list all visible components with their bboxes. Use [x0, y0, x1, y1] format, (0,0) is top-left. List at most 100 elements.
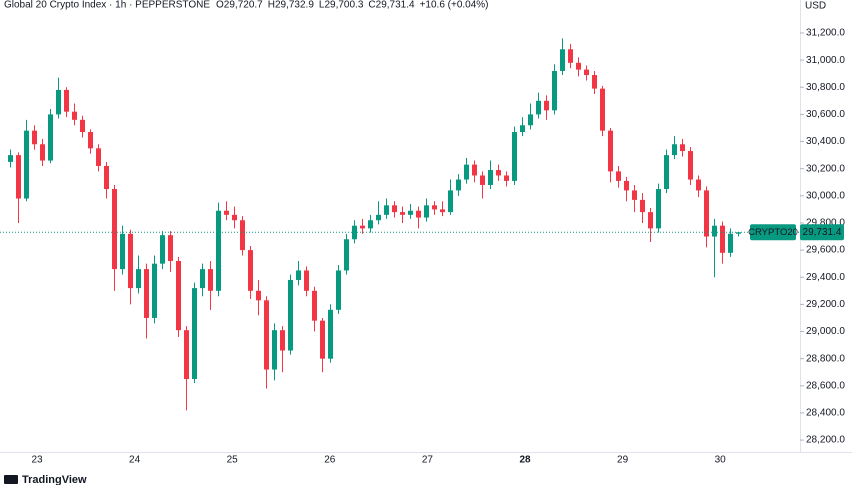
- price-axis: 28,200.0 28,400.0 28,600.0 28,800.0 29,000.0…: [800, 28, 845, 446]
- x-tick-label: 25: [227, 455, 239, 466]
- candle-body: [608, 130, 613, 172]
- candle-body: [8, 155, 13, 162]
- brand: TradingView: [22, 474, 87, 485]
- candles: [8, 38, 741, 411]
- candle-body: [160, 235, 165, 264]
- y-tick-label: 28,400.0: [806, 408, 845, 419]
- candle-body: [552, 70, 557, 111]
- candle-body: [712, 225, 717, 237]
- candle-body: [120, 233, 125, 270]
- candle-body: [536, 100, 541, 115]
- time-axis: 23 24 25 26 27 28 29 30: [31, 455, 726, 466]
- candle-body: [392, 205, 397, 213]
- candle-body: [496, 170, 501, 176]
- candle-body: [624, 180, 629, 191]
- legend-key: L: [319, 0, 325, 11]
- candle-body: [288, 279, 293, 351]
- candle-body: [432, 205, 437, 210]
- y-tick-label: 29,400.0: [806, 272, 845, 283]
- candle-body: [104, 165, 109, 190]
- candle-body: [560, 49, 565, 71]
- x-tick-label: 28: [519, 455, 531, 466]
- candle-body: [184, 330, 189, 380]
- candle-body: [336, 270, 341, 310]
- y-tick-label: 28,200.0: [806, 435, 845, 446]
- candle-body: [424, 205, 429, 218]
- candle-body: [112, 189, 117, 270]
- y-tick-label: 30,200.0: [806, 163, 845, 174]
- symbol-tag-box: [750, 224, 796, 241]
- x-tick-label: 30: [715, 455, 727, 466]
- candle-body: [680, 144, 685, 152]
- y-tick-label: 30,000.0: [806, 190, 845, 201]
- candle-body: [144, 269, 149, 318]
- legend-key: O: [216, 0, 224, 11]
- candle-body: [368, 220, 373, 229]
- candle-body: [616, 171, 621, 181]
- candle-body: [568, 49, 573, 63]
- candle-body: [528, 114, 533, 126]
- candle-body: [664, 155, 669, 190]
- candle-body: [648, 212, 653, 229]
- candle-body: [416, 210, 421, 218]
- last-price-box: [800, 224, 844, 241]
- candle-body: [304, 270, 309, 291]
- candle-body: [64, 89, 69, 112]
- y-tick-label: 30,600.0: [806, 109, 845, 120]
- legend-value: 29,720.7: [224, 0, 263, 11]
- candle-body: [688, 151, 693, 180]
- candle-body: [696, 179, 701, 191]
- candle-body: [272, 330, 277, 370]
- candle-body: [248, 250, 253, 291]
- candle-body: [640, 199, 645, 213]
- x-tick-label: 24: [129, 455, 141, 466]
- candle-body: [672, 144, 677, 156]
- candle-body: [344, 239, 349, 271]
- y-tick-label: 29,600.0: [806, 245, 845, 256]
- legend-key: C: [368, 0, 375, 11]
- candle-body: [504, 175, 509, 181]
- candle-body: [704, 190, 709, 237]
- candle-body: [312, 290, 317, 321]
- y-tick-label: 31,000.0: [806, 55, 845, 66]
- x-tick-label: 23: [31, 455, 43, 466]
- candle-body: [232, 214, 237, 221]
- candle-body: [720, 225, 725, 253]
- candle-body: [256, 290, 261, 301]
- candle-body: [48, 114, 53, 161]
- candle-body: [72, 111, 77, 120]
- candle-body: [408, 210, 413, 215]
- candle-body: [136, 269, 141, 289]
- candle-body: [296, 270, 301, 280]
- candle-body: [360, 225, 365, 229]
- candle-body: [128, 233, 133, 289]
- candle-body: [40, 144, 45, 161]
- chart-title: Global 20 Crypto Index · 1h · PEPPERSTON…: [4, 0, 210, 11]
- candle-body: [80, 119, 85, 133]
- candle-body: [264, 300, 269, 370]
- y-tick-label: 29,800.0: [806, 218, 845, 229]
- candle-body: [384, 205, 389, 215]
- candle-body: [576, 62, 581, 70]
- candle-body: [24, 130, 29, 199]
- candle-body: [328, 309, 333, 359]
- y-tick-label: 28,800.0: [806, 353, 845, 364]
- candle-body: [216, 210, 221, 291]
- legend-value: 29,731.4: [376, 0, 415, 11]
- candle-body: [600, 88, 605, 131]
- legend-value: 29,700.3: [324, 0, 363, 11]
- candle-body: [280, 330, 285, 351]
- candle-body: [480, 175, 485, 185]
- candle-body: [488, 170, 493, 185]
- y-tick-label: 28,600.0: [806, 380, 845, 391]
- y-tick-label: 31,200.0: [806, 28, 845, 39]
- y-tick-label: 30,800.0: [806, 82, 845, 93]
- candle-body: [200, 269, 205, 289]
- candle-body: [32, 130, 37, 145]
- legend-value: 29,732.9: [275, 0, 314, 11]
- x-tick-label: 26: [324, 455, 336, 466]
- candle-body: [176, 260, 181, 331]
- change-value: +10.6 (+0.04%): [420, 0, 489, 11]
